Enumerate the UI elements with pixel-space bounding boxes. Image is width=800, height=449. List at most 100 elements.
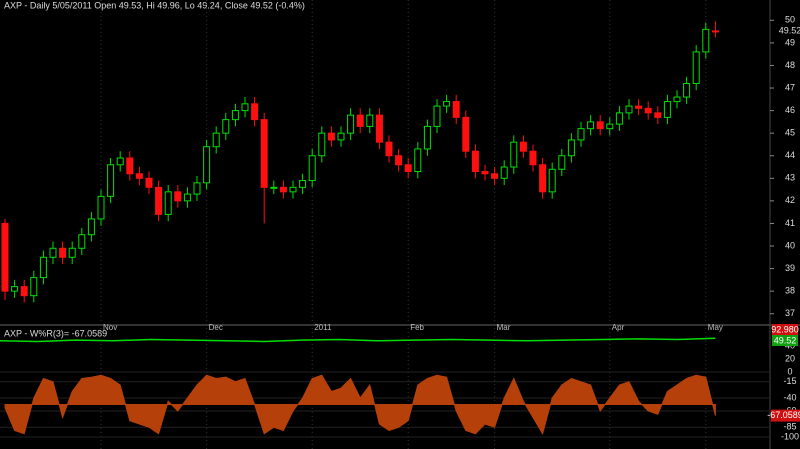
candle-body — [702, 28, 710, 53]
candle-body — [59, 247, 67, 258]
candle-body — [126, 157, 134, 175]
candle-body — [212, 132, 220, 148]
price-title: AXP - Daily 5/05/2011 Open 49.53, Hi 49.… — [4, 0, 305, 10]
candle-body — [635, 105, 643, 109]
candle-body — [39, 256, 47, 279]
indicator-title: AXP - W%R(3)= -67.0589 — [4, 328, 107, 338]
candle-body — [683, 83, 691, 98]
candle-body — [49, 247, 57, 258]
y-tick-label: 49 — [785, 37, 795, 47]
candle-body — [529, 150, 537, 166]
x-tick-label: Apr — [612, 323, 625, 332]
candle-body — [587, 121, 595, 130]
candle-body — [414, 148, 422, 173]
candle-body — [519, 141, 527, 152]
candle-body — [327, 132, 335, 141]
candle-body — [289, 186, 297, 193]
candle-body — [558, 155, 566, 170]
candle-body — [1, 222, 9, 292]
candle-body — [567, 139, 575, 157]
candle-body — [548, 168, 556, 193]
candle-body — [11, 286, 19, 292]
y-tick-label: 41 — [785, 218, 795, 228]
candle-body — [711, 30, 719, 33]
candle-body — [577, 128, 585, 141]
candle-body — [183, 193, 191, 202]
candle-body — [337, 132, 345, 141]
y-tick-label: 37 — [785, 308, 795, 318]
x-tick-label: Feb — [410, 323, 424, 332]
candle-body — [375, 114, 383, 143]
indicator-label-box — [772, 324, 798, 335]
candle-body — [68, 247, 76, 258]
candle-body — [596, 121, 604, 130]
indicator-label: 92.980 — [771, 324, 799, 334]
x-tick-label: 2011 — [314, 323, 332, 332]
candle-body — [471, 150, 479, 173]
candle-body — [203, 146, 211, 184]
y-tick-label: 48 — [785, 60, 795, 70]
candle-body — [366, 114, 374, 127]
candle-body — [644, 107, 652, 114]
candle-body — [116, 157, 124, 166]
candle-body — [308, 155, 316, 182]
candle-body — [673, 96, 681, 103]
candle-body — [279, 186, 287, 193]
candle-body — [145, 177, 153, 188]
candle-body — [87, 218, 95, 236]
candle-body — [692, 51, 700, 85]
candle-body — [500, 166, 508, 179]
candle-body — [155, 186, 163, 215]
y-tick-label: -100 — [781, 431, 799, 441]
candle-body — [270, 186, 278, 189]
y-tick-label: 44 — [785, 150, 795, 160]
x-tick-label: Mar — [497, 323, 511, 332]
y-tick-label: 43 — [785, 173, 795, 183]
y-tick-label: 42 — [785, 195, 795, 205]
y-tick-label: 50 — [785, 15, 795, 25]
y-tick-label: 39 — [785, 263, 795, 273]
candle-body — [231, 110, 239, 121]
candle-body — [510, 141, 518, 168]
y-tick-label: 40 — [785, 240, 795, 250]
candle-body — [423, 125, 431, 150]
candle-body — [443, 101, 451, 107]
last-price-label: 49.52 — [779, 26, 800, 36]
x-tick-label: Nov — [103, 323, 117, 332]
candle-body — [663, 101, 671, 118]
candle-body — [606, 123, 614, 130]
candle-body — [78, 234, 86, 249]
last-value-box — [771, 409, 800, 422]
last-value-label: -67.0589 — [767, 410, 800, 420]
y-tick-label: 38 — [785, 286, 795, 296]
candle-body — [654, 112, 662, 118]
candle-body — [193, 182, 201, 195]
candle-body — [539, 164, 547, 193]
candle-body — [462, 116, 470, 152]
close-label: 49.52 — [774, 335, 797, 345]
candle-body — [385, 141, 393, 157]
y-tick-label: 0 — [787, 366, 792, 376]
candle-body — [356, 114, 364, 127]
candle-body — [251, 103, 259, 121]
y-tick-label: 20 — [785, 353, 795, 363]
candle-body — [433, 105, 441, 127]
candle-body — [491, 173, 499, 179]
indicator-line — [0, 337, 716, 343]
y-tick-label: 46 — [785, 105, 795, 115]
wr-area — [4, 374, 716, 436]
last-price-box — [772, 25, 798, 38]
candle-body — [625, 105, 633, 114]
candle-body — [20, 286, 28, 297]
candle-body — [395, 155, 403, 166]
candle-body — [318, 132, 326, 157]
candle-body — [452, 101, 460, 118]
y-tick-label: -15 — [783, 376, 796, 386]
y-tick-label: 47 — [785, 82, 795, 92]
candle-body — [299, 180, 307, 188]
x-tick-label: May — [708, 323, 723, 332]
close-box — [772, 335, 798, 346]
candle-body — [174, 191, 182, 202]
